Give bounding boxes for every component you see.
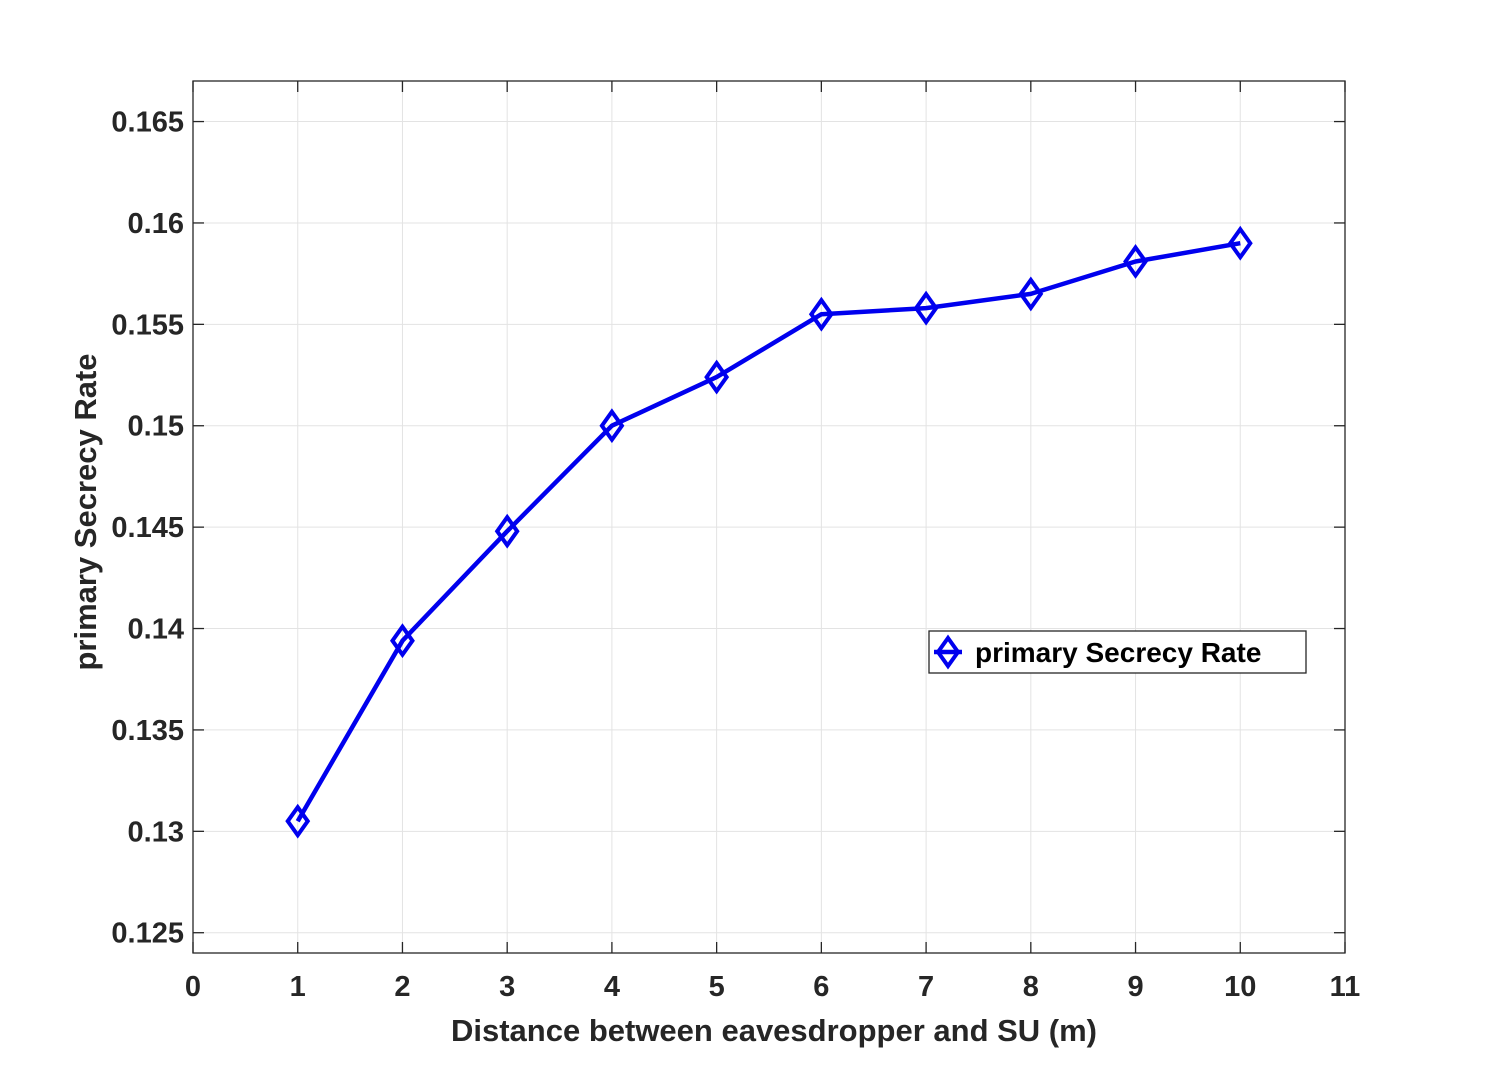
legend-diamond-marker (935, 634, 961, 670)
y-tick-label: 0.135 (111, 715, 184, 747)
y-tick-label: 0.165 (111, 107, 184, 139)
legend-box (928, 630, 1307, 674)
y-tick-label: 0.14 (128, 614, 184, 646)
legend-label: primary Secrecy Rate (975, 637, 1261, 668)
y-axis-label: primary Secrecy Rate (68, 353, 103, 670)
y-tick-label: 0.155 (111, 309, 184, 341)
data-point-diamond (494, 513, 520, 549)
x-tick-label: 1 (290, 971, 306, 1003)
data-point-diamond (285, 803, 311, 839)
x-tick-label: 9 (1127, 971, 1143, 1003)
y-tick-label: 0.15 (128, 411, 184, 443)
x-tick-label: 7 (918, 971, 934, 1003)
x-tick-label: 8 (1023, 971, 1039, 1003)
data-point-diamond (1227, 225, 1253, 261)
y-tick-label: 0.145 (111, 512, 184, 544)
y-tick-label: 0.13 (128, 816, 184, 848)
data-point-diamond (389, 623, 415, 659)
data-point-diamond (808, 296, 834, 332)
y-tick-label: 0.16 (128, 208, 184, 240)
x-tick-label: 4 (604, 971, 620, 1003)
x-tick-labels: 0 1 2 3 4 5 6 7 8 9 10 11 (185, 971, 1360, 1003)
y-tick-label: 0.125 (111, 918, 184, 950)
data-point-diamond (1018, 276, 1044, 312)
data-point-diamond (1123, 244, 1149, 279)
data-point-diamond (704, 359, 730, 395)
plot-area (193, 81, 1345, 953)
series-layer (285, 225, 1253, 839)
x-tick-label: 0 (185, 971, 201, 1003)
x-tick-label: 2 (394, 971, 410, 1003)
x-tick-label: 11 (1330, 971, 1361, 1003)
axes-box (192, 80, 1346, 954)
legend: primary Secrecy Rate (928, 630, 1307, 674)
x-tick-label: 6 (813, 971, 829, 1003)
x-axis-label: Distance between eavesdropper and SU (m) (451, 1013, 1097, 1048)
x-tick-label: 5 (709, 971, 725, 1003)
x-tick-label: 10 (1224, 971, 1256, 1003)
data-point-diamond (913, 290, 939, 326)
data-point-diamond (599, 408, 625, 444)
y-tick-labels: 0.125 0.13 0.135 0.14 0.145 0.15 0.155 0.16 0.16… (111, 107, 184, 950)
x-tick-label: 3 (499, 971, 515, 1003)
grid (192, 81, 1346, 953)
series-line (295, 240, 1241, 823)
